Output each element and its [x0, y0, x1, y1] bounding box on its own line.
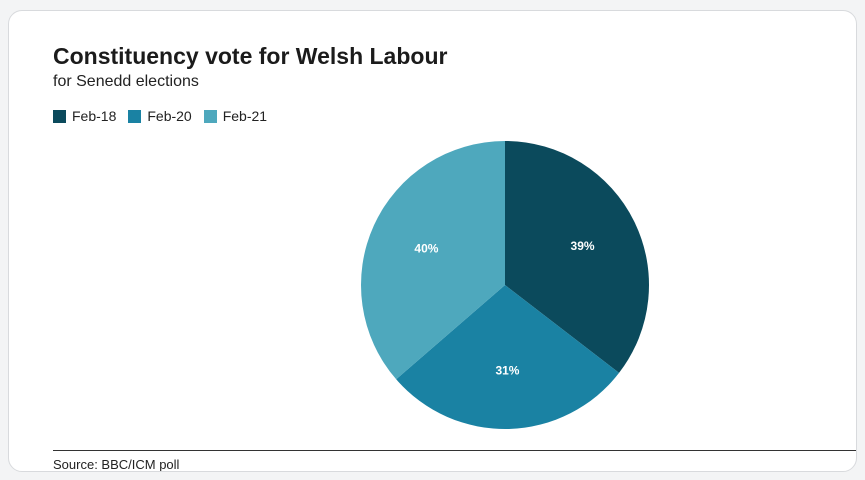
pie-slice-feb-21 [361, 141, 505, 380]
legend-item-feb-21: Feb-21 [203, 108, 268, 124]
legend-label-feb-20: Feb-20 [147, 108, 192, 124]
chart-subtitle: for Senedd elections [53, 73, 199, 90]
pie-label-feb-21: 40% [414, 241, 438, 255]
source-note: Source: BBC/ICM poll [53, 457, 180, 472]
footer-divider [53, 450, 856, 451]
chart-card: Constituency vote for Welsh Labour for S… [8, 10, 857, 472]
legend: Feb-18 Feb-20 Feb-21 [53, 108, 279, 124]
pie-slice-feb-20 [396, 285, 620, 429]
pie-label-feb-18: 39% [571, 239, 595, 253]
chart-title: Constituency vote for Welsh Labour [53, 43, 448, 69]
legend-label-feb-18: Feb-18 [72, 108, 117, 124]
legend-swatch-feb-18 [53, 109, 66, 123]
pie-chart: 39% 31% 40% [361, 141, 649, 429]
legend-swatch-feb-21 [203, 109, 217, 123]
pie-label-feb-20: 31% [495, 364, 519, 378]
legend-swatch-feb-20 [128, 109, 142, 123]
legend-label-feb-21: Feb-21 [222, 108, 268, 124]
legend-item-feb-20: Feb-20 [128, 108, 192, 124]
legend-item-feb-18: Feb-18 [53, 108, 116, 124]
pie-slice-feb-18 [505, 141, 649, 373]
